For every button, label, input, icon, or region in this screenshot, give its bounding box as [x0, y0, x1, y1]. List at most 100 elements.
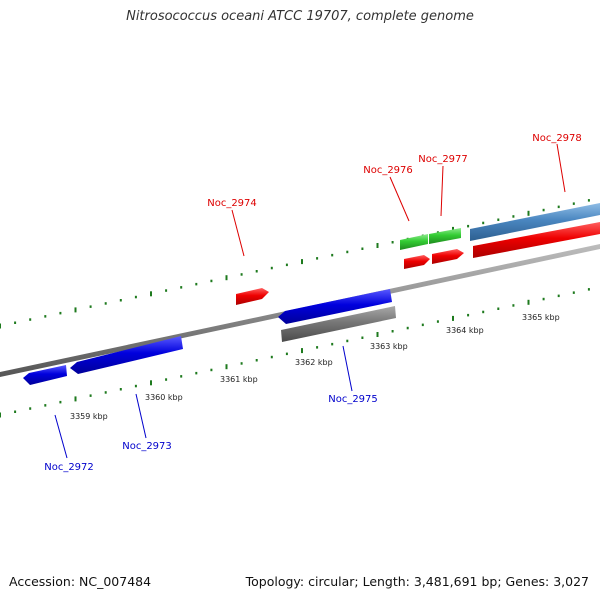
lower-tick: [29, 407, 32, 410]
upper-tick: [270, 266, 273, 270]
label-noc-2977[interactable]: Noc_2977: [418, 154, 468, 165]
upper-tick: [391, 241, 394, 244]
upper-tick: [527, 210, 530, 216]
lower-tick: [150, 380, 152, 386]
label-noc-2974[interactable]: Noc_2974: [207, 198, 257, 209]
lower-tick: [165, 378, 168, 381]
tick-label-3362: 3362 kbp: [295, 358, 333, 367]
lower-tick: [104, 391, 107, 394]
lower-tick: [44, 404, 47, 407]
lower-tick: [421, 323, 424, 327]
tick-label-3361: 3361 kbp: [220, 375, 258, 384]
lower-tick: [74, 396, 77, 402]
label-noc-2975[interactable]: Noc_2975: [328, 394, 378, 405]
lower-tick: [406, 326, 409, 330]
gene-noc-2974[interactable]: [236, 288, 269, 305]
upper-tick: [0, 323, 1, 329]
lower-tick: [195, 371, 198, 375]
upper-tick: [44, 315, 47, 318]
lower-tick: [587, 288, 590, 291]
lower-tick: [572, 291, 575, 294]
leader-noc-2974: [231, 209, 245, 257]
lower-tick: [89, 394, 92, 397]
upper-tick: [165, 289, 168, 292]
upper-tick: [285, 263, 288, 267]
lower-tick: [240, 362, 243, 365]
upper-tick: [195, 282, 198, 286]
upper-tick: [14, 321, 17, 324]
upper-tick: [331, 253, 334, 257]
upper-tick: [482, 221, 485, 225]
upper-tick: [361, 247, 364, 250]
lower-tick: [285, 352, 288, 356]
leader-noc-2975: [342, 345, 353, 392]
upper-tick: [74, 307, 77, 313]
lower-tick: [59, 400, 62, 404]
upper-tick: [497, 218, 500, 221]
lower-tick: [376, 332, 379, 337]
tick-label-3359: 3359 kbp: [70, 412, 108, 421]
gene-noc-2976[interactable]: [404, 255, 430, 269]
leader-noc-2973: [135, 393, 147, 439]
lower-tick: [452, 315, 454, 321]
upper-tick: [376, 243, 379, 248]
upper-tick: [134, 295, 137, 299]
tick-label-3365: 3365 kbp: [522, 313, 560, 322]
rna-feature-1[interactable]: [400, 234, 428, 250]
lower-tick: [391, 330, 394, 333]
lower-tick: [557, 294, 560, 298]
lower-tick: [14, 410, 17, 413]
label-noc-2976[interactable]: Noc_2976: [363, 165, 413, 176]
lower-tick: [467, 313, 470, 317]
upper-tick: [119, 299, 122, 302]
label-noc-2973[interactable]: Noc_2973: [122, 441, 172, 452]
tick-row-lower: [0, 288, 590, 418]
gene-labels: Noc_2974 Noc_2976 Noc_2977 Noc_2978 Noc_…: [44, 133, 582, 473]
upper-tick: [346, 250, 349, 254]
upper-tick: [587, 199, 590, 202]
lower-tick: [512, 304, 515, 307]
leader-noc-2972: [54, 414, 68, 459]
upper-tick: [512, 215, 515, 218]
upper-tick: [29, 318, 32, 321]
tick-label-3364: 3364 kbp: [446, 326, 484, 335]
upper-tick: [301, 259, 303, 265]
lower-tick: [119, 388, 122, 391]
gene-noc-2972[interactable]: [23, 365, 67, 385]
lower-tick: [542, 297, 545, 301]
lower-tick: [301, 348, 303, 354]
upper-tick: [542, 208, 545, 212]
upper-tick: [316, 257, 319, 260]
lower-tick: [527, 299, 530, 305]
page-title: Nitrosococcus oceani ATCC 19707, complet…: [126, 9, 474, 24]
feature-grey[interactable]: [281, 306, 396, 342]
upper-tick: [225, 275, 228, 281]
upper-tick: [557, 205, 560, 209]
label-noc-2972[interactable]: Noc_2972: [44, 462, 94, 473]
upper-tick: [452, 226, 454, 232]
gene-noc-2978[interactable]: [473, 222, 600, 258]
lower-tick: [225, 364, 228, 370]
gene-noc-2977[interactable]: [432, 249, 464, 264]
upper-tick: [150, 291, 152, 297]
reverse-features: [23, 289, 396, 385]
label-noc-2978[interactable]: Noc_2978: [532, 133, 582, 144]
upper-tick: [572, 202, 575, 205]
accession-text: Accession: NC_007484: [9, 574, 152, 589]
upper-tick: [210, 279, 213, 283]
leader-noc-2976: [389, 176, 410, 222]
upper-tick: [467, 224, 470, 228]
upper-tick: [180, 286, 183, 289]
feature-steel-blue[interactable]: [470, 203, 600, 241]
forward-features: [236, 203, 600, 305]
gene-noc-2975[interactable]: [278, 289, 392, 324]
upper-tick: [59, 311, 62, 315]
leader-noc-2978: [556, 143, 566, 193]
gene-noc-2973[interactable]: [70, 336, 183, 374]
upper-tick: [240, 273, 243, 276]
rna-feature-2[interactable]: [429, 228, 461, 244]
lower-tick: [346, 339, 349, 343]
lower-tick: [497, 307, 500, 310]
lower-tick: [0, 412, 1, 418]
lower-tick: [270, 355, 273, 359]
